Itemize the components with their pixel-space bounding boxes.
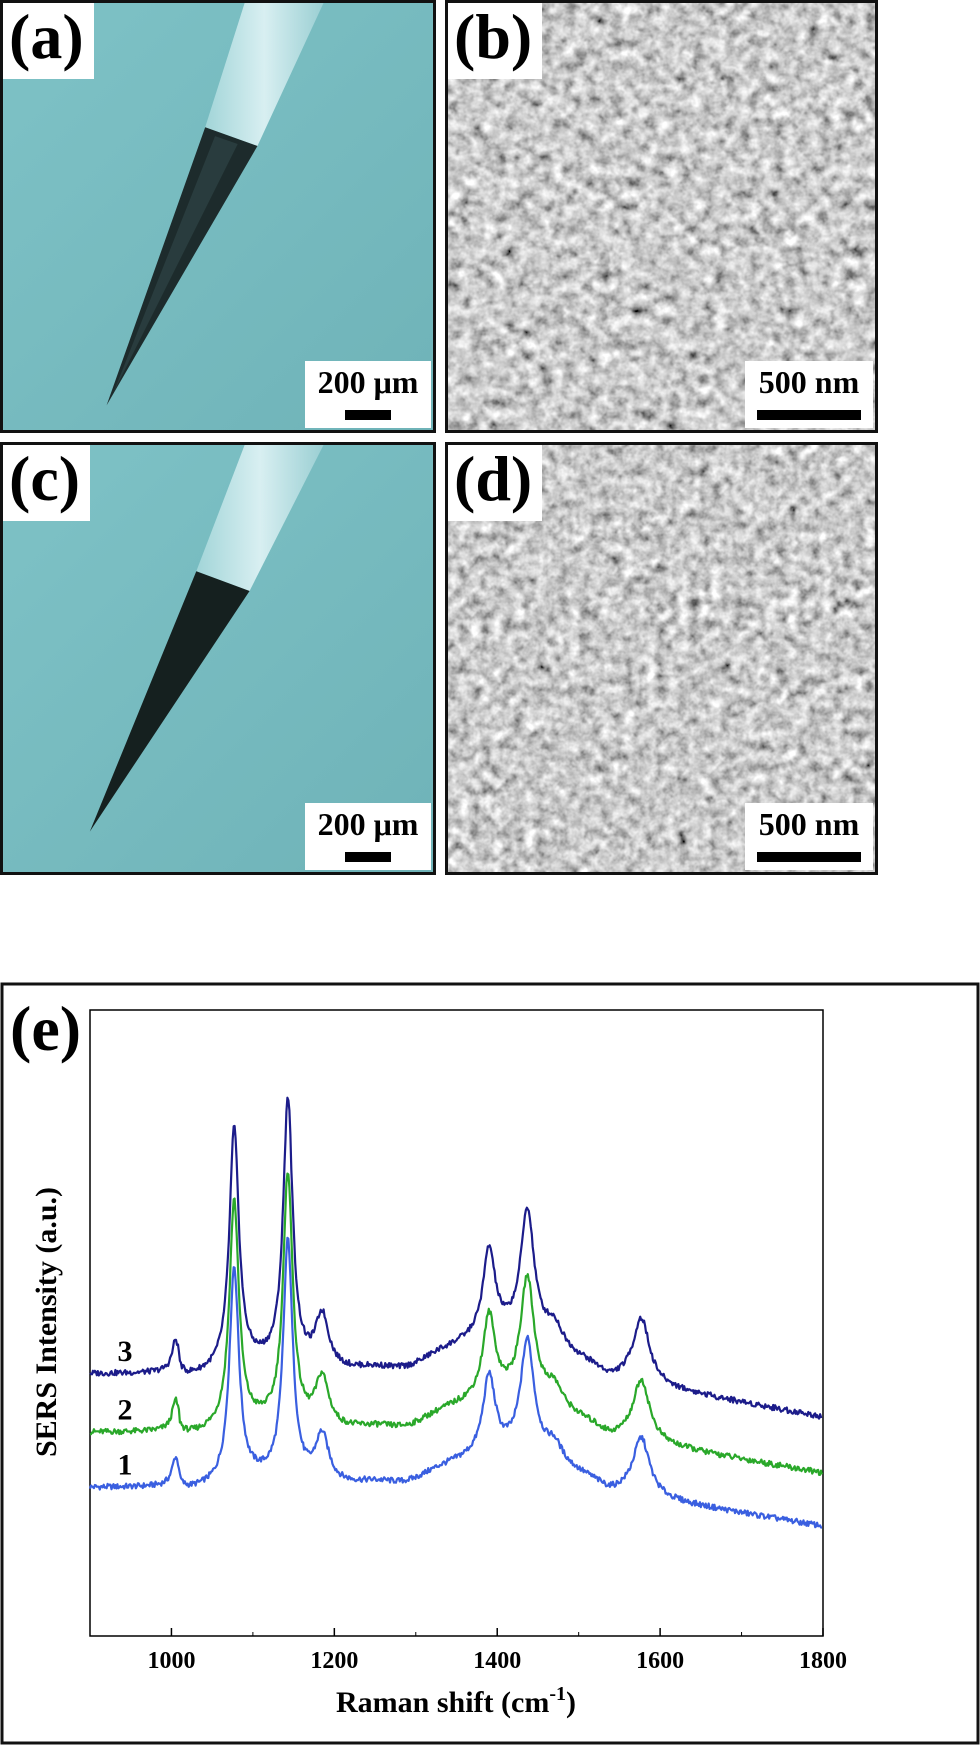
plot-area-frame	[89, 1009, 824, 1637]
raman-spectra-svg: (e) 1000 1200 1400 1600 1800 1 2 3 Raman shift…	[0, 982, 980, 1745]
scale-bar-d-line	[757, 852, 861, 862]
scale-bar-d-text: 500 nm	[758, 805, 860, 842]
scale-bar-a-line	[345, 410, 391, 420]
panel-e-label: (e)	[10, 993, 81, 1064]
tip-highlight	[113, 136, 238, 393]
x-tick-label: 1400	[473, 1648, 521, 1674]
series-line-2	[89, 1172, 824, 1476]
x-tick-label: 1000	[147, 1648, 195, 1674]
scale-bar-c-text: 200 μm	[317, 805, 419, 842]
tip-micrograph-c	[3, 445, 433, 872]
y-axis-title: SERS Intensity (a.u.)	[30, 1187, 63, 1457]
coated-tip	[106, 127, 258, 406]
scale-bar-b: 500 nm	[745, 360, 873, 428]
scale-bar-a: 200 μm	[305, 360, 431, 428]
series-label-2: 2	[118, 1394, 133, 1427]
tip-micrograph-a	[3, 3, 433, 430]
scale-bar-b-line	[757, 410, 861, 420]
x-tick-label: 1200	[310, 1648, 358, 1674]
x-axis-ticks: 1000 1200 1400 1600 1800	[89, 1628, 847, 1674]
chart-panel-border	[0, 982, 980, 1745]
panel-c-optical-image: (c) 200 μm	[0, 442, 436, 875]
x-axis-title: Raman shift (cm-1)	[336, 1683, 576, 1719]
series-labels: 1 2 3	[118, 1335, 133, 1482]
series-label-1: 1	[118, 1449, 133, 1482]
panel-d-sem-image: (d) 500 nm	[445, 442, 878, 875]
scale-bar-c: 200 μm	[305, 802, 431, 870]
glass-capillary	[196, 445, 324, 591]
scale-bar-d: 500 nm	[745, 802, 873, 870]
scale-bar-b-text: 500 nm	[758, 363, 860, 400]
coated-tip	[89, 571, 250, 832]
panel-d-label: (d)	[448, 445, 543, 521]
panel-e-raman-chart: (e) 1000 1200 1400 1600 1800 1 2 3 Raman shift…	[0, 982, 980, 1745]
panel-a-label: (a)	[3, 3, 94, 79]
series-line-3	[89, 1096, 823, 1420]
scale-bar-c-line	[345, 852, 391, 862]
panel-b-sem-image: (b) 500 nm	[445, 0, 878, 433]
scale-bar-a-text: 200 μm	[317, 363, 419, 400]
panel-a-optical-image: (a) 200 μm	[0, 0, 436, 433]
series-label-3: 3	[118, 1335, 133, 1368]
panel-b-label: (b)	[448, 3, 543, 79]
x-tick-label: 1600	[636, 1648, 684, 1674]
panel-c-label: (c)	[3, 445, 91, 521]
series-group	[88, 1096, 824, 1529]
series-line-1	[88, 1236, 823, 1529]
glass-capillary	[205, 3, 324, 146]
x-tick-label: 1800	[799, 1648, 847, 1674]
